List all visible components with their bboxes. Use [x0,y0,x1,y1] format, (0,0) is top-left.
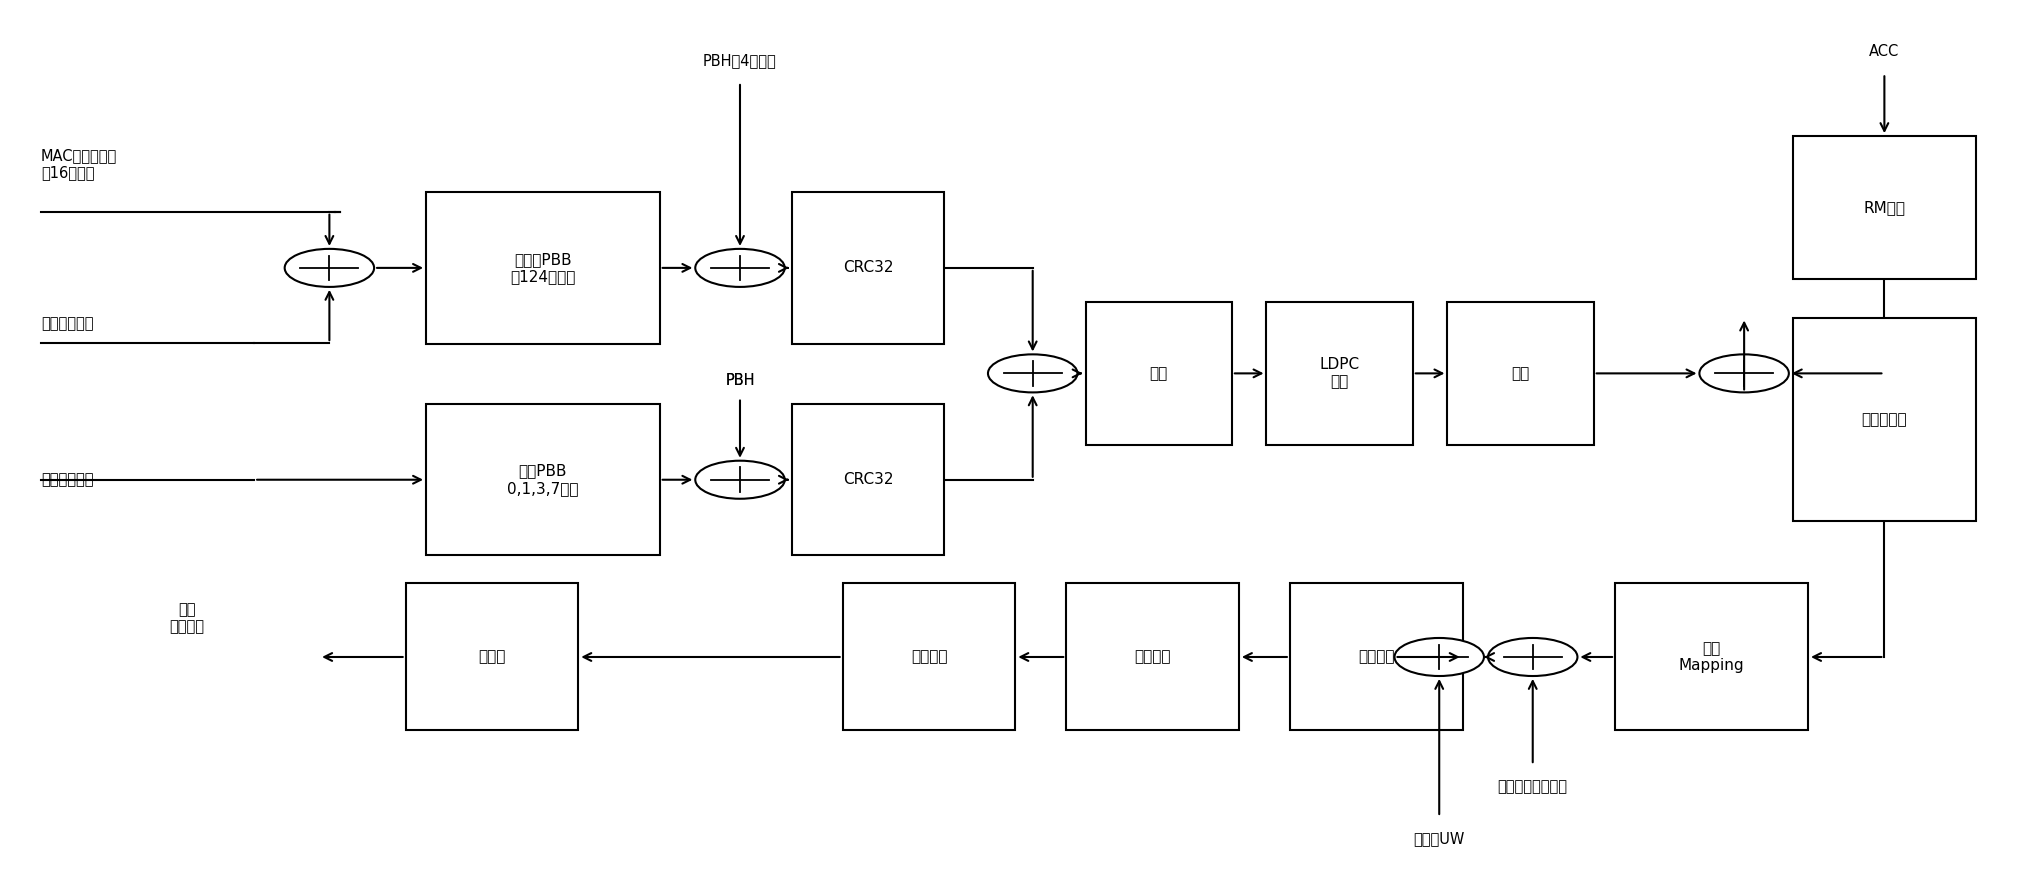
Text: 映射
Mapping: 映射 Mapping [1680,641,1745,673]
Text: CRC32: CRC32 [843,260,894,275]
FancyBboxPatch shape [1267,302,1412,444]
Circle shape [1394,638,1484,676]
FancyBboxPatch shape [1614,583,1808,731]
Text: RM编码: RM编码 [1863,200,1906,215]
Text: MAC帧控制数据
（16字节）: MAC帧控制数据 （16字节） [41,148,116,181]
Circle shape [696,461,784,498]
FancyBboxPatch shape [1086,302,1233,444]
Text: 正交调制: 正交调制 [1135,650,1172,664]
Text: PBH: PBH [725,373,755,388]
FancyBboxPatch shape [1290,583,1463,731]
Text: LDPC
编码: LDPC 编码 [1321,357,1359,389]
Circle shape [696,249,784,287]
Text: 成型滤波: 成型滤波 [1357,650,1394,664]
Text: 有效载荷数据: 有效载荷数据 [41,317,94,332]
FancyBboxPatch shape [1792,318,1976,521]
Text: 功放放大: 功放放大 [910,650,947,664]
Text: 上变频: 上变频 [478,650,506,664]
FancyBboxPatch shape [843,583,1016,731]
Text: 其余PBB
0,1,3,7可选: 其余PBB 0,1,3,7可选 [506,464,578,496]
FancyBboxPatch shape [406,583,578,731]
FancyBboxPatch shape [792,404,945,555]
Text: 导频插入（可选）: 导频插入（可选） [1498,780,1567,794]
FancyBboxPatch shape [427,404,659,555]
FancyBboxPatch shape [1792,136,1976,278]
Circle shape [988,354,1078,392]
Text: 第一个PBB
（124字节）: 第一个PBB （124字节） [510,251,576,284]
FancyBboxPatch shape [1065,583,1239,731]
Text: 交织: 交织 [1512,366,1529,381]
Text: 卫星
通讯链路: 卫星 通讯链路 [169,601,204,635]
Text: CRC32: CRC32 [843,472,894,487]
FancyBboxPatch shape [427,192,659,344]
Text: 同步头UW: 同步头UW [1414,831,1465,846]
FancyBboxPatch shape [792,192,945,344]
Text: 有效载荷数据: 有效载荷数据 [41,472,94,487]
Text: 物理层成帧: 物理层成帧 [1861,412,1906,427]
Circle shape [284,249,374,287]
Text: 加扰: 加扰 [1149,366,1167,381]
Text: ACC: ACC [1870,45,1900,59]
Circle shape [1700,354,1788,392]
Text: PBH（4字节）: PBH（4字节） [702,53,778,68]
Circle shape [1488,638,1578,676]
Text: PBH: PBH [725,373,755,388]
FancyBboxPatch shape [1447,302,1594,444]
